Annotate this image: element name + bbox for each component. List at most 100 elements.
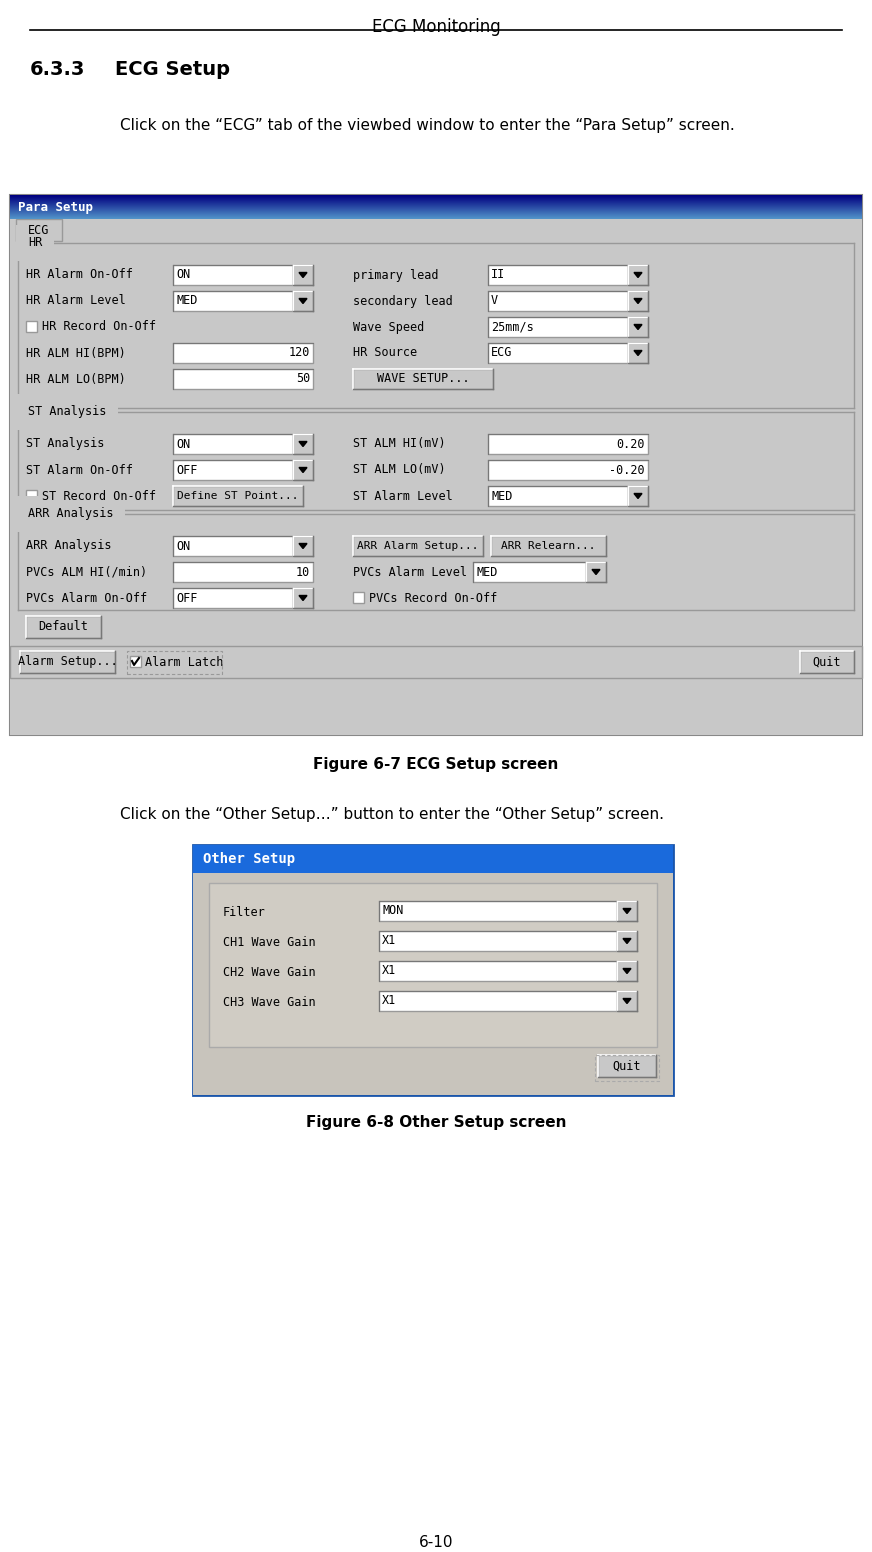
Polygon shape — [634, 351, 642, 355]
Text: X1: X1 — [382, 995, 396, 1007]
Bar — [130, 656, 141, 667]
Bar — [173, 459, 293, 480]
Bar — [488, 486, 628, 506]
Polygon shape — [623, 939, 631, 944]
Text: ECG Monitoring: ECG Monitoring — [371, 19, 501, 36]
Text: HR ALM LO(BPM): HR ALM LO(BPM) — [26, 372, 126, 385]
Polygon shape — [623, 908, 631, 914]
Bar — [488, 435, 648, 455]
Bar — [293, 435, 313, 455]
Bar — [173, 343, 313, 363]
Bar — [628, 317, 648, 337]
Bar — [193, 872, 673, 1096]
Text: ON: ON — [176, 268, 190, 281]
Bar — [595, 1055, 659, 1082]
Bar — [628, 265, 648, 286]
Bar — [617, 992, 637, 1010]
Bar — [173, 535, 293, 556]
Text: HR Source: HR Source — [353, 346, 417, 360]
Bar — [127, 650, 222, 674]
Bar — [26, 616, 101, 638]
Text: MED: MED — [491, 489, 513, 503]
Polygon shape — [634, 324, 642, 329]
Polygon shape — [299, 596, 307, 601]
Bar — [379, 961, 617, 981]
Bar — [209, 883, 657, 1048]
Text: V: V — [491, 295, 498, 307]
Text: MED: MED — [476, 565, 497, 579]
Text: ST ALM HI(mV): ST ALM HI(mV) — [353, 438, 446, 450]
Text: Quit: Quit — [613, 1060, 641, 1072]
Text: ST Alarm On-Off: ST Alarm On-Off — [26, 464, 133, 476]
Text: ST Record On-Off: ST Record On-Off — [42, 489, 156, 503]
Text: ECG: ECG — [28, 223, 50, 236]
Text: Alarm Setup...: Alarm Setup... — [17, 655, 118, 669]
Bar — [491, 535, 606, 556]
Bar — [173, 562, 313, 582]
Bar — [628, 486, 648, 506]
Text: HR ALM HI(BPM): HR ALM HI(BPM) — [26, 346, 126, 360]
Text: II: II — [491, 268, 505, 281]
Bar — [10, 219, 862, 736]
Bar — [173, 588, 293, 608]
Text: Alarm Latch: Alarm Latch — [145, 655, 223, 669]
Polygon shape — [623, 998, 631, 1004]
Text: ECG Setup: ECG Setup — [115, 61, 230, 79]
Polygon shape — [634, 273, 642, 278]
Bar — [617, 961, 637, 981]
Text: 25mm/s: 25mm/s — [491, 321, 534, 334]
Polygon shape — [299, 441, 307, 447]
Bar — [173, 486, 303, 506]
Text: ARR Relearn...: ARR Relearn... — [501, 542, 596, 551]
Polygon shape — [299, 273, 307, 278]
Text: Filter: Filter — [223, 906, 266, 919]
Bar — [193, 844, 673, 872]
Bar — [800, 650, 854, 674]
Text: ON: ON — [176, 540, 190, 553]
Bar — [586, 562, 606, 582]
Text: PVCs Record On-Off: PVCs Record On-Off — [369, 591, 497, 604]
Bar — [628, 343, 648, 363]
Text: Figure 6-7 ECG Setup screen: Figure 6-7 ECG Setup screen — [313, 757, 559, 771]
Text: ARR Analysis: ARR Analysis — [28, 508, 113, 520]
Text: ST Analysis: ST Analysis — [26, 438, 105, 450]
Text: HR Alarm Level: HR Alarm Level — [26, 295, 126, 307]
Bar — [193, 844, 673, 1096]
Text: Wave Speed: Wave Speed — [353, 321, 425, 334]
Bar — [617, 931, 637, 951]
Text: primary lead: primary lead — [353, 268, 439, 281]
Bar — [20, 650, 115, 674]
Text: CH1 Wave Gain: CH1 Wave Gain — [223, 936, 316, 950]
Text: Quit: Quit — [813, 655, 841, 669]
Text: secondary lead: secondary lead — [353, 295, 453, 307]
Bar — [16, 219, 62, 241]
Polygon shape — [592, 570, 600, 574]
Bar — [173, 265, 293, 286]
Text: ARR Alarm Setup...: ARR Alarm Setup... — [358, 542, 479, 551]
Bar — [628, 292, 648, 310]
Bar — [26, 490, 37, 501]
Text: OFF: OFF — [176, 464, 197, 476]
Bar — [293, 265, 313, 286]
Text: ARR Analysis: ARR Analysis — [26, 540, 112, 553]
Text: ST Analysis: ST Analysis — [28, 405, 106, 419]
Text: OFF: OFF — [176, 591, 197, 604]
Bar — [488, 292, 628, 310]
Text: PVCs ALM HI(/min): PVCs ALM HI(/min) — [26, 565, 147, 579]
Bar — [353, 535, 483, 556]
Text: -0.20: -0.20 — [610, 464, 645, 476]
Bar — [293, 459, 313, 480]
Bar — [173, 292, 293, 310]
Text: ST Alarm Level: ST Alarm Level — [353, 489, 453, 503]
Text: PVCs Alarm On-Off: PVCs Alarm On-Off — [26, 591, 147, 604]
Bar — [26, 321, 37, 332]
Text: MED: MED — [176, 295, 197, 307]
Bar — [293, 535, 313, 556]
Text: 0.20: 0.20 — [617, 438, 645, 450]
Polygon shape — [634, 494, 642, 498]
Bar — [173, 435, 293, 455]
Text: ST ALM LO(mV): ST ALM LO(mV) — [353, 464, 446, 476]
Bar — [488, 343, 628, 363]
Polygon shape — [634, 298, 642, 304]
Bar — [488, 317, 628, 337]
